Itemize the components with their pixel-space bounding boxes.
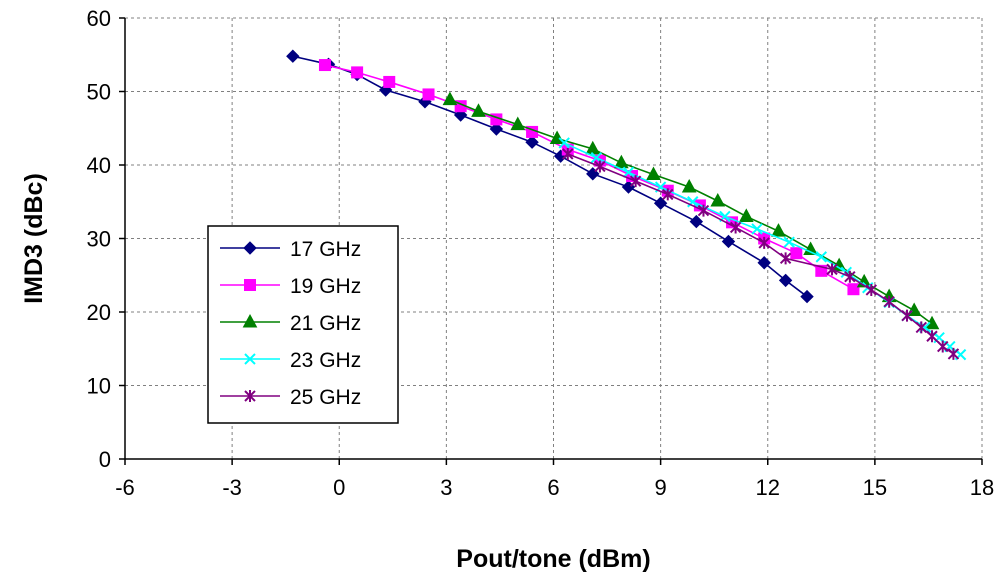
data-point	[865, 283, 878, 296]
data-point	[901, 309, 913, 322]
y-tick-label: 20	[87, 300, 111, 325]
data-point	[815, 264, 828, 277]
data-point	[800, 289, 814, 304]
legend-label: 25 GHz	[290, 386, 361, 409]
y-axis-title: IMD3 (dBc)	[20, 173, 48, 304]
data-point	[243, 241, 257, 255]
data-point	[926, 330, 938, 343]
data-point	[629, 175, 642, 188]
series-25-ghz	[562, 147, 960, 360]
data-point	[562, 147, 574, 160]
data-point	[594, 160, 606, 173]
axes	[119, 17, 983, 465]
y-tick-label: 0	[99, 447, 111, 472]
data-point	[318, 59, 331, 72]
series-group	[286, 49, 967, 361]
legend-item: 21 GHz	[220, 312, 361, 335]
y-tick-label: 60	[87, 6, 111, 31]
x-tick-label: 15	[863, 475, 887, 500]
legend-label: 21 GHz	[290, 312, 361, 335]
data-point	[710, 192, 726, 207]
data-point	[622, 166, 635, 179]
x-tick-label: -3	[222, 475, 242, 500]
y-tick-label: 10	[87, 374, 111, 399]
data-point	[790, 247, 803, 260]
data-point	[847, 283, 860, 296]
y-tick-label: 50	[87, 80, 111, 105]
data-point	[525, 135, 539, 149]
data-point	[351, 66, 364, 79]
data-point	[471, 103, 486, 117]
data-point	[653, 196, 668, 210]
legend-box	[207, 225, 399, 424]
data-point	[244, 390, 256, 402]
x-tick-label: 6	[547, 475, 559, 500]
y-tick-label: 40	[87, 153, 111, 178]
x-tick-label: 18	[970, 475, 994, 500]
data-point	[681, 179, 697, 193]
legend: 17 GHz 19 GHz 21 GHz 23 GHz 25 GHz	[207, 225, 399, 424]
data-point	[783, 236, 795, 248]
legend-label: 17 GHz	[290, 238, 361, 261]
x-tick-label: 0	[333, 475, 345, 500]
data-point	[751, 223, 763, 235]
data-point	[757, 256, 771, 270]
data-point	[422, 88, 435, 101]
data-point	[489, 122, 504, 136]
data-point	[778, 273, 793, 288]
data-point	[242, 313, 258, 328]
data-point	[662, 188, 674, 201]
tick-labels: -6 -3 0 3 6 9 12 15 18 0 10 20 30 40 50 60	[87, 6, 995, 500]
data-point	[803, 241, 818, 256]
legend-item: 17 GHz	[220, 238, 361, 261]
data-point	[738, 208, 754, 222]
data-point	[729, 221, 742, 234]
data-point	[758, 236, 770, 249]
legend-item: 19 GHz	[220, 275, 361, 298]
data-point	[244, 279, 256, 291]
legend-label: 23 GHz	[290, 349, 361, 372]
x-tick-label: 9	[655, 475, 667, 500]
series-21-ghz	[442, 91, 940, 330]
legend-label: 19 GHz	[290, 275, 361, 298]
data-point	[844, 270, 856, 283]
data-point	[510, 116, 526, 131]
data-point	[826, 263, 838, 276]
data-point	[614, 154, 629, 169]
x-axis-title: Pout/tone (dBm)	[456, 545, 650, 573]
legend-item: 25 GHz	[220, 386, 361, 409]
data-point	[646, 166, 661, 181]
data-point	[549, 130, 565, 145]
x-tick-label: -6	[115, 475, 135, 500]
data-point	[771, 223, 786, 237]
grid	[125, 17, 983, 459]
x-tick-label: 3	[440, 475, 452, 500]
data-point	[779, 252, 792, 265]
data-point	[721, 234, 736, 249]
data-point	[947, 347, 960, 360]
data-point	[383, 75, 396, 88]
x-tick-label: 12	[756, 475, 780, 500]
data-point	[244, 353, 256, 365]
data-point	[937, 340, 949, 353]
y-tick-label: 30	[87, 227, 111, 252]
data-point	[697, 204, 710, 217]
data-point	[815, 251, 828, 263]
data-point	[883, 295, 895, 308]
legend-item: 23 GHz	[220, 349, 361, 372]
data-point	[689, 214, 704, 229]
data-point	[286, 49, 300, 63]
data-point	[442, 91, 458, 106]
data-point	[915, 321, 928, 334]
data-point	[558, 137, 570, 149]
